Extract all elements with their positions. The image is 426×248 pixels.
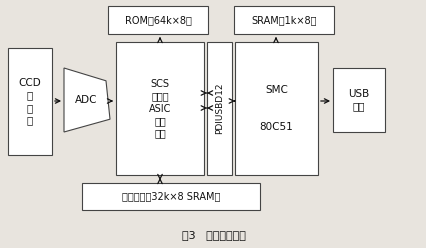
Bar xyxy=(234,42,317,175)
Bar xyxy=(108,6,207,34)
Text: ADC: ADC xyxy=(75,95,97,105)
Text: SCS
扫描仪
ASIC
集成
电路: SCS 扫描仪 ASIC 集成 电路 xyxy=(149,79,171,138)
Text: PDIUSBD12: PDIUSBD12 xyxy=(215,83,224,134)
Bar xyxy=(207,42,231,175)
Bar xyxy=(82,183,259,210)
Text: USB
主机: USB 主机 xyxy=(348,89,369,111)
Polygon shape xyxy=(64,68,110,132)
Text: 图3   硬件系统框图: 图3 硬件系统框图 xyxy=(181,230,245,240)
Bar xyxy=(116,42,204,175)
Text: ROM（64k×8）: ROM（64k×8） xyxy=(124,15,191,25)
Bar xyxy=(332,68,384,132)
Bar xyxy=(233,6,333,34)
Text: SRAM（1k×8）: SRAM（1k×8） xyxy=(250,15,316,25)
Text: 图片缓冲（32k×8 SRAM）: 图片缓冲（32k×8 SRAM） xyxy=(121,191,220,201)
Text: SMC


80C51: SMC 80C51 xyxy=(259,85,293,132)
Text: CCD
传
感
器: CCD 传 感 器 xyxy=(19,78,41,125)
Bar xyxy=(8,48,52,155)
